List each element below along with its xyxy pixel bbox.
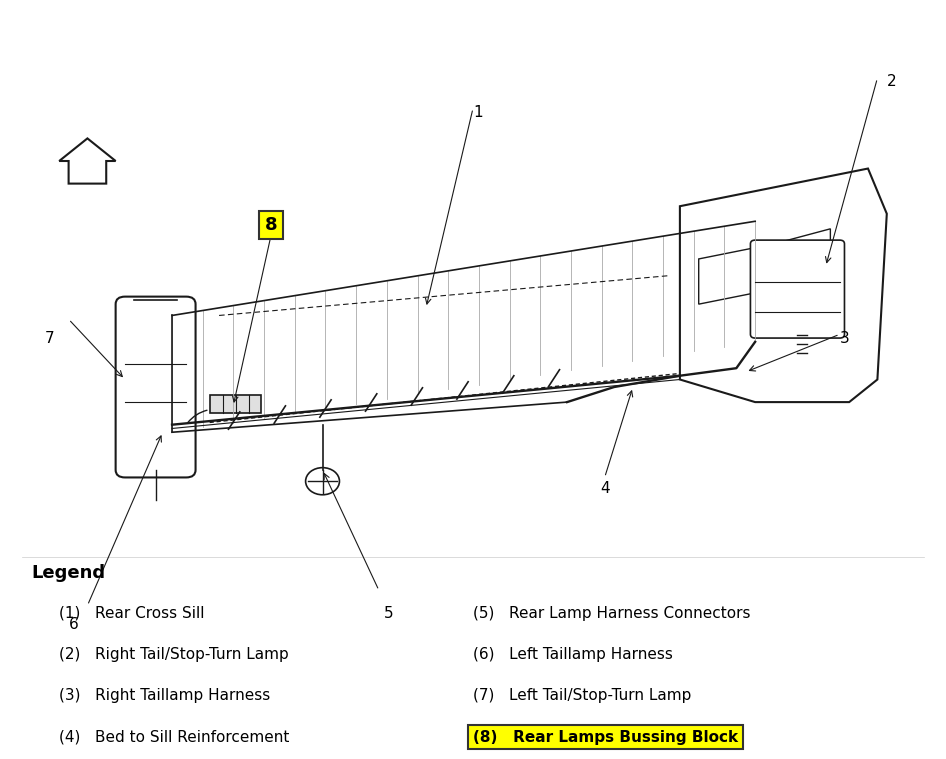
Text: (7)   Left Tail/Stop-Turn Lamp: (7) Left Tail/Stop-Turn Lamp — [473, 688, 692, 704]
Text: (8)   Rear Lamps Bussing Block: (8) Rear Lamps Bussing Block — [473, 730, 738, 745]
Text: (1)   Rear Cross Sill: (1) Rear Cross Sill — [60, 606, 204, 621]
Text: (2)   Right Tail/Stop-Turn Lamp: (2) Right Tail/Stop-Turn Lamp — [60, 647, 289, 662]
Text: 4: 4 — [600, 481, 609, 496]
FancyBboxPatch shape — [750, 240, 845, 338]
Bar — [210, 395, 261, 414]
Text: 5: 5 — [383, 606, 394, 621]
Text: (3)   Right Taillamp Harness: (3) Right Taillamp Harness — [60, 688, 271, 704]
Text: 7: 7 — [45, 331, 55, 345]
Text: (6)   Left Taillamp Harness: (6) Left Taillamp Harness — [473, 647, 673, 662]
Text: 8: 8 — [265, 216, 277, 234]
Text: 2: 2 — [886, 74, 896, 90]
Text: (5)   Rear Lamp Harness Connectors: (5) Rear Lamp Harness Connectors — [473, 606, 750, 621]
Text: (4)   Bed to Sill Reinforcement: (4) Bed to Sill Reinforcement — [60, 730, 289, 745]
Text: Legend: Legend — [31, 564, 105, 582]
Text: 3: 3 — [840, 331, 850, 345]
FancyBboxPatch shape — [115, 297, 196, 477]
Text: 1: 1 — [473, 105, 482, 119]
Text: 6: 6 — [68, 617, 79, 632]
